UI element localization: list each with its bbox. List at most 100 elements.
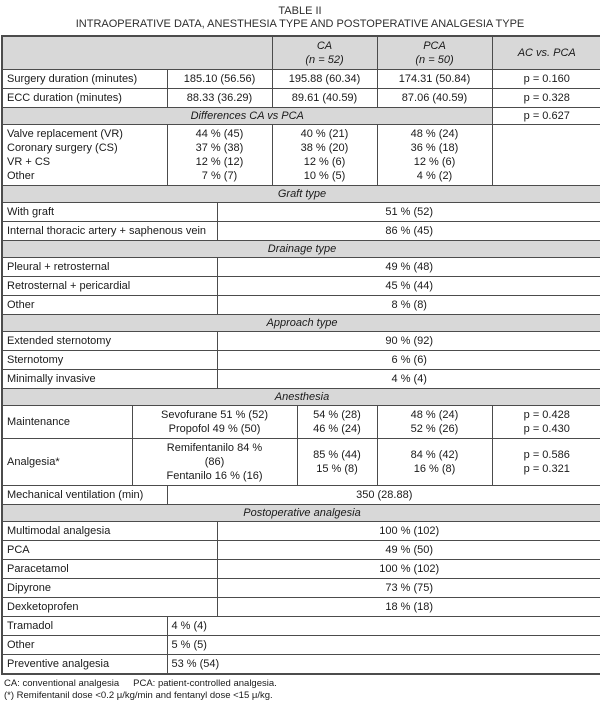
- row-label-cell: With graft: [1, 202, 218, 222]
- row-label: Coronary surgery (CS): [7, 142, 118, 154]
- pvalue-cell: p = 0.586 p = 0.321: [491, 438, 600, 486]
- surgery-type-total-cell: 44 % (45) 37 % (38) 12 % (12) 7 % (7): [166, 124, 273, 186]
- value-cell: 51 % (52): [216, 202, 600, 222]
- value-cell: 53 % (54): [166, 654, 600, 675]
- row-label-cell: Pleural + retrosternal: [1, 257, 218, 277]
- table-caption: INTRAOPERATIVE DATA, ANESTHESIA TYPE AND…: [75, 18, 525, 30]
- table-row: Sternotomy 6 % (6): [1, 350, 600, 370]
- footnote-pca: PCA: patient-controlled analgesia.: [133, 678, 277, 689]
- pvalue-cell: p = 0.428 p = 0.430: [491, 405, 600, 439]
- section-header: Postoperative analgesia: [1, 504, 600, 522]
- pvalue: p = 0.586: [523, 449, 570, 461]
- empty-pvalue-cell: [491, 124, 600, 186]
- value-cell: 100 % (102): [216, 559, 600, 579]
- pvalue-cell: p = 0.627: [491, 107, 600, 125]
- differences-row: Differences CA vs PCA p = 0.627: [1, 107, 600, 125]
- surgery-type-block-row: Valve replacement (VR) Coronary surgery …: [1, 124, 600, 186]
- desc-line: Remifentanilo 84 %: [166, 442, 263, 454]
- row-label-cell: Maintenance: [1, 405, 133, 439]
- pvalue: p = 0.321: [523, 463, 570, 475]
- value-cell: 18 % (18): [216, 597, 600, 617]
- row-label-cell: Other: [1, 635, 168, 655]
- ca-value-cell: 85 % (44) 15 % (8): [296, 438, 378, 486]
- table-row: With graft 51 % (52): [1, 202, 600, 222]
- row-label-cell: Dexketoprofen: [1, 597, 218, 617]
- row-label-cell: ECC duration (minutes): [1, 88, 168, 108]
- table-row: ECC duration (minutes) 88.33 (36.29) 89.…: [1, 88, 600, 108]
- table-row: Minimally invasive 4 % (4): [1, 369, 600, 389]
- ca-value: 12 % (6): [303, 156, 346, 168]
- header-pca-cell: PCA (n = 50): [376, 35, 493, 70]
- table-row: Other 8 % (8): [1, 295, 600, 315]
- total-value-cell: 88.33 (36.29): [166, 88, 273, 108]
- row-label-cell: Tramadol: [1, 616, 168, 636]
- ca-value-cell: 54 % (28) 46 % (24): [296, 405, 378, 439]
- value-cell: 5 % (5): [166, 635, 600, 655]
- total-value-cell: 185.10 (56.56): [166, 69, 273, 89]
- table-row: Pleural + retrosternal 49 % (48): [1, 257, 600, 277]
- table-row: PCA 49 % (50): [1, 540, 600, 560]
- pca-value-cell: 48 % (24) 52 % (26): [376, 405, 493, 439]
- pca-value: 16 % (8): [413, 463, 456, 475]
- footnote-ca: CA: conventional analgesia: [4, 678, 120, 689]
- row-label-cell: Retrosternal + pericardial: [1, 276, 218, 296]
- table-row: Retrosternal + pericardial 45 % (44): [1, 276, 600, 296]
- pca-value: 48 % (24): [410, 409, 459, 421]
- maintenance-desc-cell: Sevofurane 51 % (52) Propofol 49 % (50): [131, 405, 298, 439]
- ca-value: 54 % (28): [313, 409, 361, 421]
- value-cell: 90 % (92): [216, 331, 600, 351]
- row-label: VR + CS: [7, 156, 51, 168]
- footnotes: CA: conventional analgesia PCA: patient-c…: [1, 675, 599, 708]
- total-value: 7 % (7): [201, 170, 238, 182]
- ca-value: 15 % (8): [316, 463, 358, 475]
- header-blank-cell: [1, 35, 273, 70]
- value-cell: 100 % (102): [216, 521, 600, 541]
- table-row: Tramadol 4 % (4): [1, 616, 600, 636]
- table-row: Dexketoprofen 18 % (18): [1, 597, 600, 617]
- pca-column-label: PCA: [423, 40, 446, 52]
- section-header-row: Drainage type: [1, 240, 600, 258]
- differences-label-cell: Differences CA vs PCA: [1, 107, 493, 125]
- section-header-row: Postoperative analgesia: [1, 504, 600, 522]
- column-header-row: CA (n = 52) PCA (n = 50) AC vs. PCA: [1, 35, 600, 70]
- pca-value: 84 % (42): [410, 449, 459, 461]
- header-ca-cell: CA (n = 52): [271, 35, 378, 70]
- surgery-type-pca-cell: 48 % (24) 36 % (18) 12 % (6) 4 % (2): [376, 124, 493, 186]
- table-row: Other 5 % (5): [1, 635, 600, 655]
- pca-value-cell: 174.31 (50.84): [376, 69, 493, 89]
- table-row: Internal thoracic artery + saphenous vei…: [1, 221, 600, 241]
- row-label: Other: [7, 170, 35, 182]
- table-row: Paracetamol 100 % (102): [1, 559, 600, 579]
- section-header: Graft type: [1, 185, 600, 203]
- row-label-cell: Other: [1, 295, 218, 315]
- row-label-cell: Mechanical ventilation (min): [1, 485, 168, 505]
- surgery-type-labels-cell: Valve replacement (VR) Coronary surgery …: [1, 124, 168, 186]
- table-row: Preventive analgesia 53 % (54): [1, 654, 600, 675]
- value-cell: 350 (28.88): [166, 485, 600, 505]
- ca-value-cell: 195.88 (60.34): [271, 69, 378, 89]
- maintenance-row: Maintenance Sevofurane 51 % (52) Propofo…: [1, 405, 600, 439]
- value-cell: 73 % (75): [216, 578, 600, 598]
- section-header-row: Approach type: [1, 314, 600, 332]
- ca-value: 38 % (20): [300, 142, 349, 154]
- desc-line: (86): [204, 456, 225, 468]
- value-cell: 49 % (50): [216, 540, 600, 560]
- total-value: 37 % (38): [195, 142, 244, 154]
- table-row: Dipyrone 73 % (75): [1, 578, 600, 598]
- surgery-type-ca-cell: 40 % (21) 38 % (20) 12 % (6) 10 % (5): [271, 124, 378, 186]
- analgesia-desc-cell: Remifentanilo 84 % (86) Fentanilo 16 % (…: [131, 438, 298, 486]
- pca-value: 4 % (2): [416, 170, 453, 182]
- pvalue-cell: p = 0.328: [491, 88, 600, 108]
- table-row: Mechanical ventilation (min) 350 (28.88): [1, 485, 600, 505]
- total-value: 44 % (45): [195, 128, 244, 140]
- total-value: 12 % (12): [195, 156, 244, 168]
- section-header: Drainage type: [1, 240, 600, 258]
- row-label-cell: Minimally invasive: [1, 369, 218, 389]
- ca-value: 85 % (44): [313, 449, 361, 461]
- row-label-cell: Multimodal analgesia: [1, 521, 218, 541]
- pca-value: 52 % (26): [410, 423, 459, 435]
- ca-value: 10 % (5): [303, 170, 346, 182]
- results-table: CA (n = 52) PCA (n = 50) AC vs. PCA Surg…: [1, 35, 600, 675]
- table-row: Multimodal analgesia 100 % (102): [1, 521, 600, 541]
